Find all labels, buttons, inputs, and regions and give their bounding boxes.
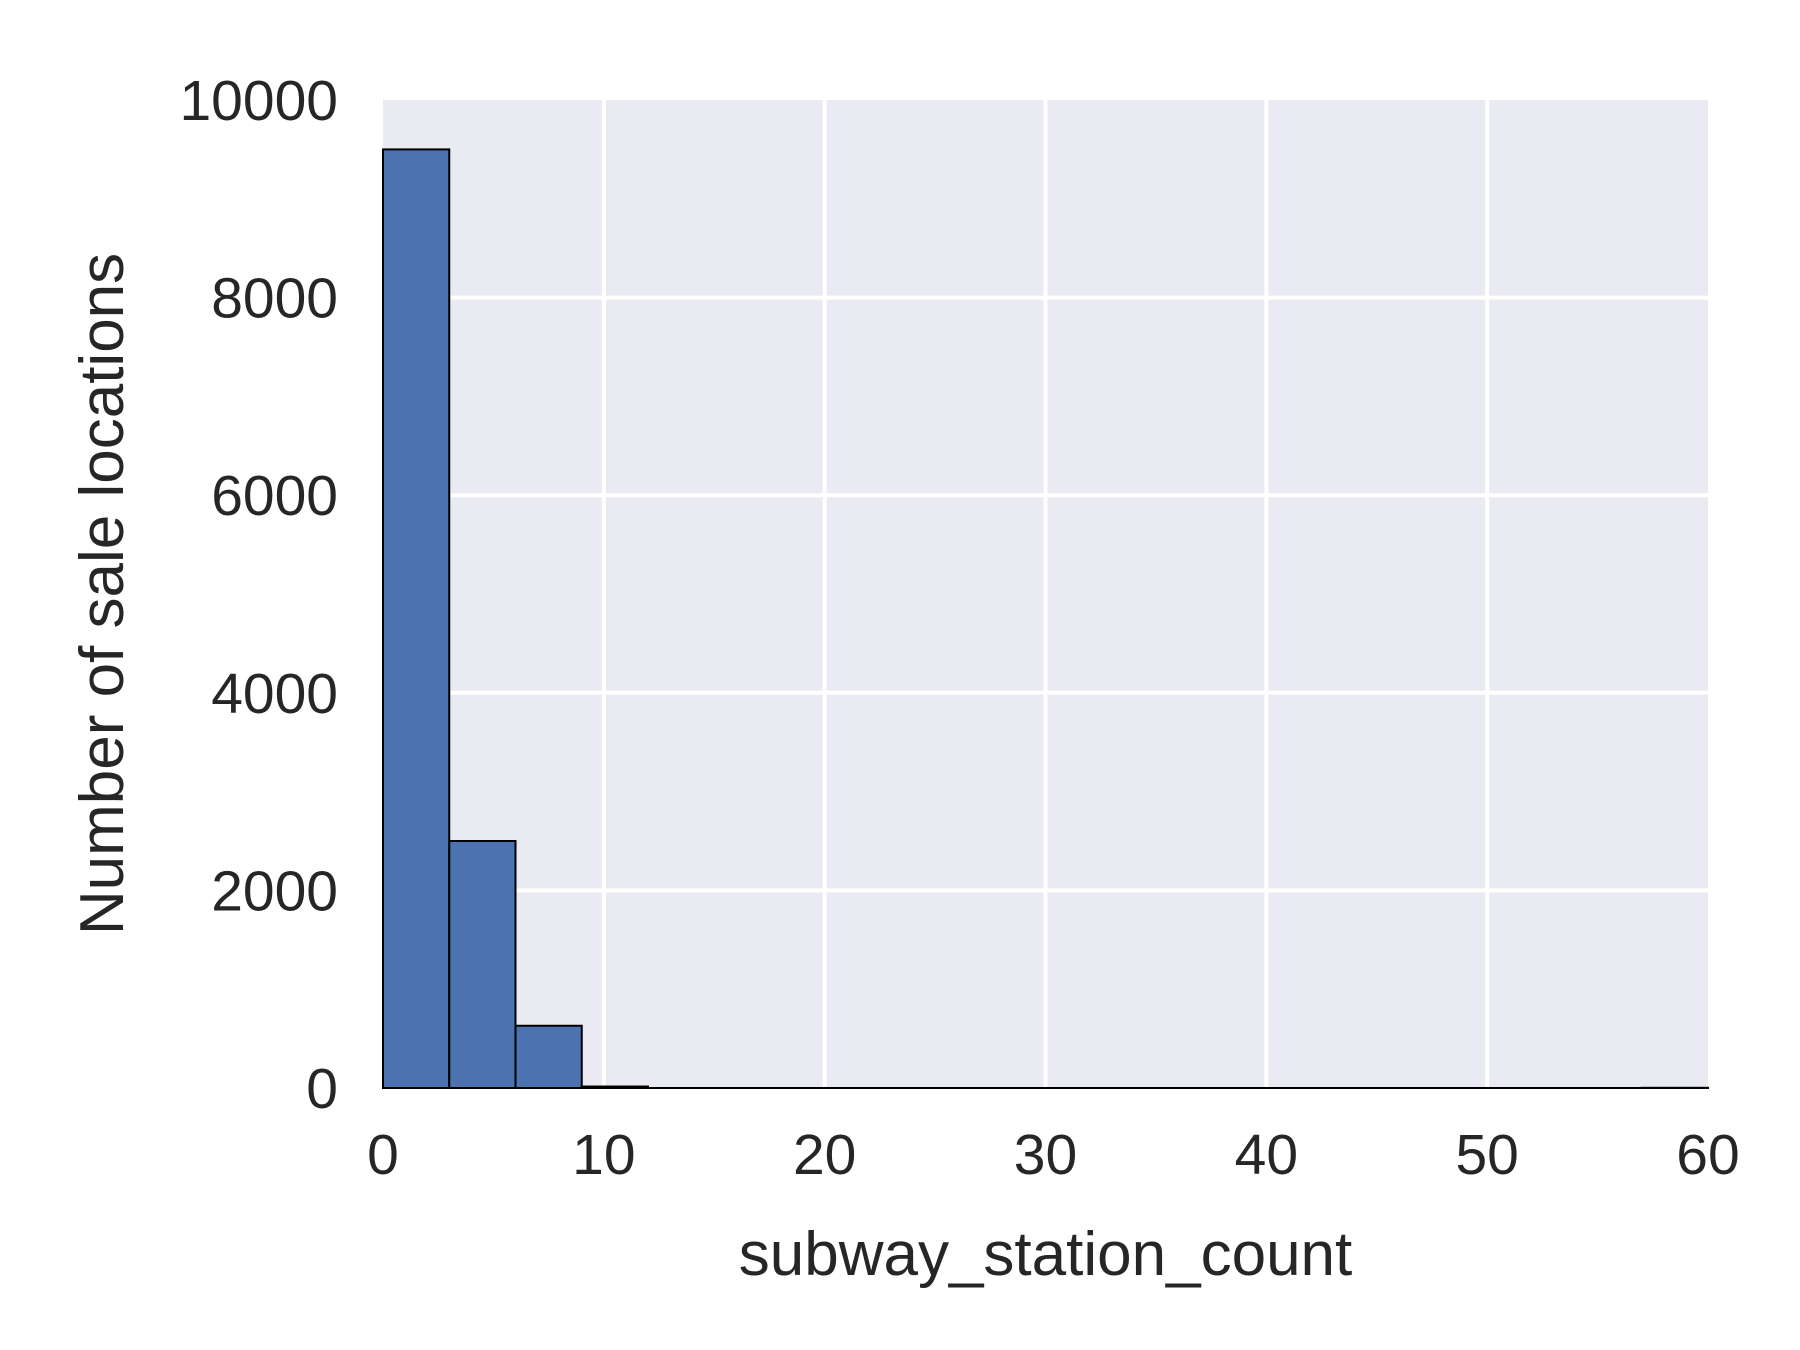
x-tick-label: 50 [1455, 1123, 1518, 1187]
y-tick-label: 10000 [179, 69, 338, 133]
x-tick-label: 10 [572, 1123, 635, 1187]
y-tick-labels: 0 2000 4000 6000 8000 10000 [179, 69, 338, 1121]
x-tick-label: 0 [367, 1123, 399, 1187]
y-axis-title: Number of sale locations [68, 253, 137, 935]
x-tick-labels: 0 10 20 30 40 50 60 [367, 1123, 1740, 1187]
y-tick-label: 6000 [211, 464, 338, 528]
x-tick-label: 30 [1014, 1123, 1077, 1187]
x-tick-label: 60 [1676, 1123, 1739, 1187]
y-tick-label: 4000 [211, 662, 338, 726]
y-tick-label: 2000 [211, 859, 338, 923]
x-tick-label: 40 [1235, 1123, 1298, 1187]
histogram-bar [514, 1024, 583, 1089]
grid-lines [383, 100, 1708, 1088]
histogram-bar [448, 840, 517, 1089]
x-tick-label: 20 [793, 1123, 856, 1187]
y-tick-label: 0 [306, 1057, 338, 1121]
histogram-bar [382, 148, 451, 1089]
y-tick-label: 8000 [211, 267, 338, 331]
x-axis-title: subway_station_count [739, 1220, 1353, 1289]
bars [382, 148, 1709, 1089]
